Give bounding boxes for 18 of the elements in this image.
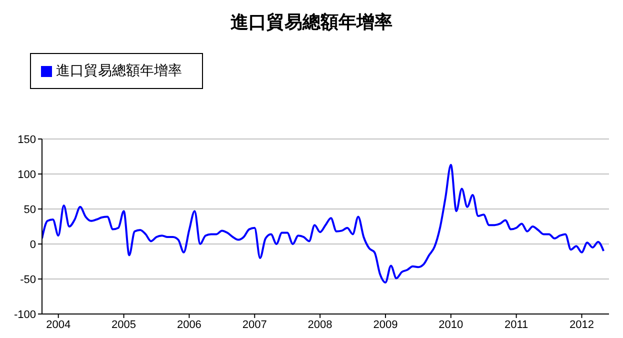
legend-label: 進口貿易總額年增率 (56, 62, 182, 78)
x-tick-label: 2008 (308, 318, 332, 331)
y-tick-label: -50 (20, 274, 36, 286)
y-tick-label: -100 (14, 308, 36, 321)
y-tick-label: 100 (18, 168, 36, 181)
line-series (42, 164, 605, 284)
x-tick-label: 2006 (176, 318, 202, 331)
x-tick-label: 2005 (112, 318, 136, 331)
y-tick-label: 50 (24, 204, 36, 216)
x-tick-label: 2012 (570, 318, 594, 331)
chart-title: 進口貿易總額年增率 (230, 11, 394, 34)
x-tick-label: 2004 (46, 318, 71, 331)
x-tick-label: 2011 (504, 318, 528, 331)
y-tick-label: 150 (18, 134, 36, 146)
x-tick-label: 2009 (373, 318, 398, 331)
y-tick-label: 0 (30, 238, 36, 251)
x-tick-label: 2010 (438, 318, 464, 331)
x-tick-label: 2007 (242, 318, 267, 331)
